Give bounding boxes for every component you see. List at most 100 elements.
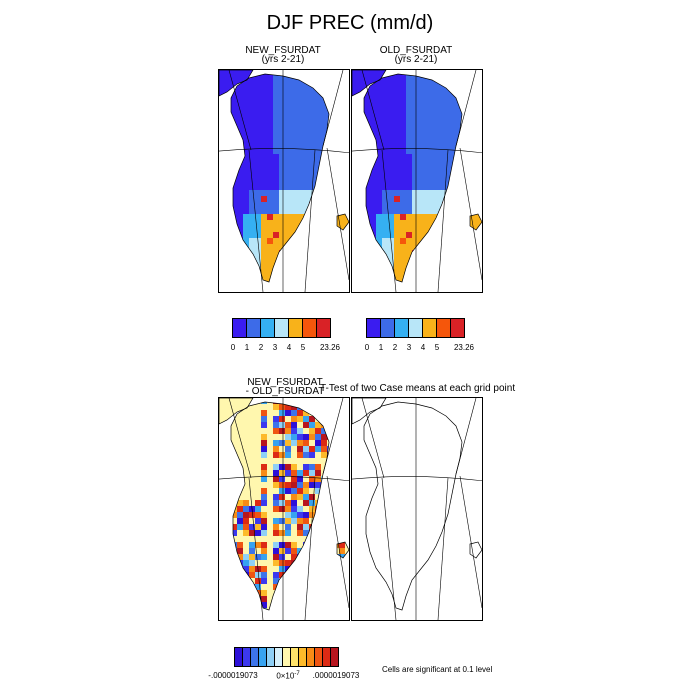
precip-cell <box>225 70 231 76</box>
precip-cell <box>327 274 333 280</box>
difference-cell <box>255 608 261 610</box>
precip-cell <box>267 142 273 148</box>
precip-cell <box>394 154 400 160</box>
difference-cell <box>273 530 279 536</box>
precip-cell <box>273 136 279 142</box>
difference-cell <box>303 416 309 422</box>
difference-cell <box>261 500 267 506</box>
difference-cell <box>291 614 297 620</box>
precip-cell <box>219 208 225 214</box>
difference-cell <box>309 428 315 434</box>
difference-cell <box>315 446 321 452</box>
difference-cell <box>225 524 231 530</box>
precip-cell <box>364 262 370 268</box>
precip-cell <box>376 196 382 202</box>
precip-cell <box>376 256 382 262</box>
precip-cell <box>358 82 364 88</box>
precip-cell <box>237 154 243 160</box>
precip-cell <box>466 130 472 136</box>
precip-cell <box>430 160 436 166</box>
difference-cell <box>267 494 273 500</box>
precip-cell <box>321 130 327 136</box>
precip-cell <box>333 82 339 88</box>
difference-cell <box>303 584 309 590</box>
precip-cell <box>285 280 291 282</box>
difference-cell <box>309 482 315 488</box>
precip-cell <box>225 82 231 88</box>
precip-cell <box>267 274 273 280</box>
precip-cell <box>231 256 237 262</box>
precip-cell <box>225 136 231 142</box>
precip-cell <box>231 196 237 202</box>
precip-cell <box>291 202 297 208</box>
difference-cell <box>231 578 237 584</box>
difference-cell <box>339 590 345 596</box>
precip-cell <box>285 112 291 118</box>
difference-cell <box>327 530 333 536</box>
precip-cell <box>327 232 333 238</box>
difference-cell <box>237 518 243 524</box>
precip-cell <box>291 70 297 76</box>
precip-cell <box>466 112 472 118</box>
precip-cell <box>460 136 466 142</box>
iceland-coast <box>336 213 349 231</box>
precip-cell <box>478 250 482 256</box>
precip-cell <box>345 202 349 208</box>
precip-cell <box>382 238 388 244</box>
precip-cell <box>249 166 255 172</box>
difference-cell <box>279 518 285 524</box>
difference-cell <box>291 446 297 452</box>
precip-cell <box>436 214 442 220</box>
precip-cell <box>333 166 339 172</box>
precip-cell <box>297 106 303 112</box>
difference-cell <box>225 548 231 554</box>
precip-cell <box>454 184 460 190</box>
difference-cell <box>261 566 267 572</box>
precip-cell <box>273 118 279 124</box>
precip-cell <box>358 286 364 292</box>
precip-cell <box>219 268 225 274</box>
precip-cell <box>478 100 482 106</box>
precip-cell <box>412 130 418 136</box>
difference-cell <box>249 446 255 452</box>
difference-cell <box>327 440 333 446</box>
precip-cell <box>382 142 388 148</box>
difference-cell <box>231 530 237 536</box>
precip-cell <box>370 154 376 160</box>
precip-cell <box>327 94 333 100</box>
precip-cell <box>249 268 255 274</box>
difference-cell <box>315 572 321 578</box>
precip-cell <box>358 172 364 178</box>
precip-cell <box>442 232 448 238</box>
precip-cell <box>406 124 412 130</box>
difference-cell <box>345 416 349 422</box>
precip-cell <box>424 190 430 196</box>
precip-cell <box>261 178 267 184</box>
diff-colorbar-label-right: .0000019073 <box>312 671 360 680</box>
difference-cell <box>285 476 291 482</box>
difference-cell <box>327 524 333 530</box>
difference-cell <box>243 428 249 434</box>
precip-cell <box>448 280 454 282</box>
difference-cell <box>219 584 225 590</box>
precip-cell <box>352 244 358 250</box>
precip-cell <box>321 244 327 250</box>
precip-cell <box>303 106 309 112</box>
precip-cell <box>430 76 436 82</box>
difference-cell <box>243 458 249 464</box>
difference-cell <box>219 578 225 584</box>
difference-cell <box>279 524 285 530</box>
precip-cell <box>406 100 412 106</box>
precip-cell <box>472 160 478 166</box>
difference-cell <box>291 596 297 602</box>
precip-cell <box>424 70 430 76</box>
precip-cell <box>460 286 466 292</box>
difference-cell <box>279 596 285 602</box>
difference-cell <box>225 578 231 584</box>
precip-cell <box>237 178 243 184</box>
precip-cell <box>472 106 478 112</box>
precip-cell <box>358 280 364 282</box>
precip-cell <box>219 262 225 268</box>
precip-cell <box>400 262 406 268</box>
difference-map <box>218 397 350 621</box>
